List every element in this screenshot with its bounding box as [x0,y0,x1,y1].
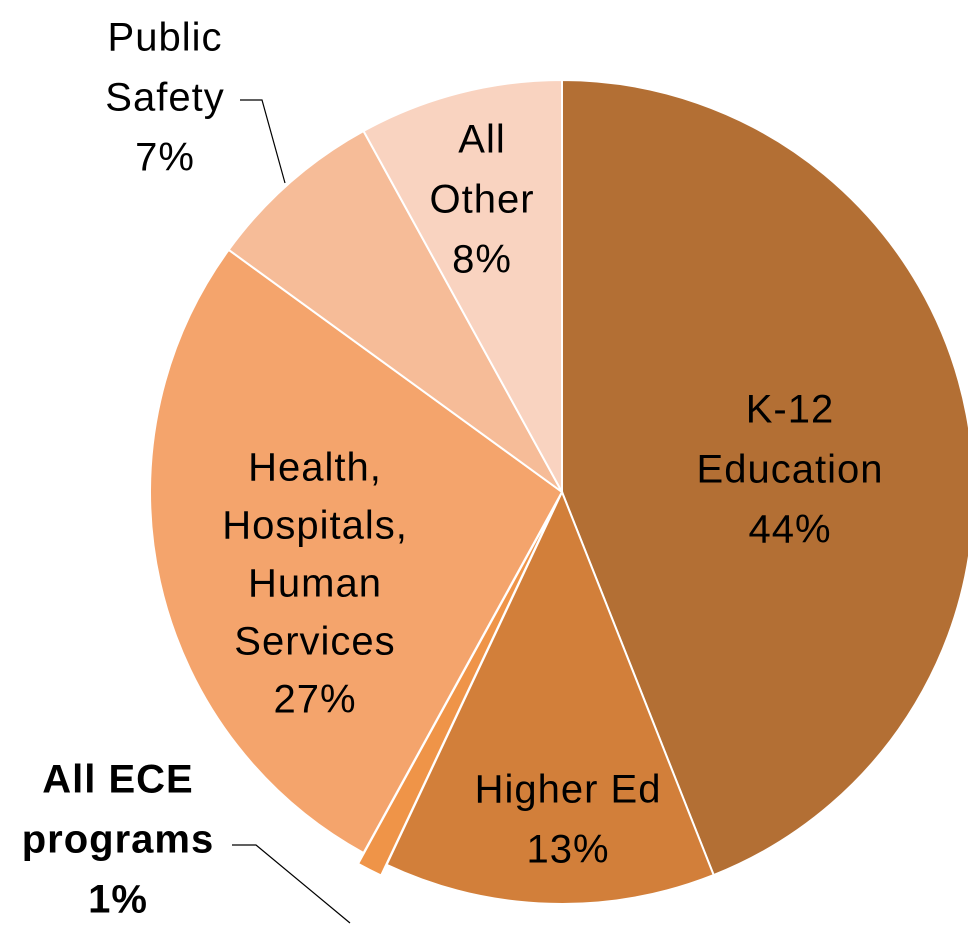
slice-label: K-12 [746,388,835,432]
value-label: 7% [135,136,195,180]
slice-label: Human [248,562,382,606]
value-label: 27% [273,678,356,722]
leader-line [232,844,351,924]
slice-label: Public [108,16,223,60]
value-label: 8% [452,238,512,282]
slice-label: All [458,118,505,162]
slice-label: All ECE [42,758,193,802]
slice-label: programs [22,818,215,862]
value-label: 44% [748,508,831,552]
pie-slice [227,129,563,493]
slice-label: Education [697,448,884,492]
slice-label: Other [429,178,534,222]
slice-label: Higher Ed [475,768,662,812]
slice-label: Hospitals, [222,504,408,548]
value-label: 1% [88,878,148,922]
slice-label: Health, [248,446,382,490]
slice-label: Services [234,620,395,664]
pie-slice [385,489,715,905]
pie-slice [149,248,564,855]
pie-slice [561,78,968,877]
pie-slice [356,502,558,877]
leader-line [240,99,286,184]
slice-label: Safety [105,76,224,120]
pie-slice [362,78,563,493]
value-label: 13% [526,828,609,872]
